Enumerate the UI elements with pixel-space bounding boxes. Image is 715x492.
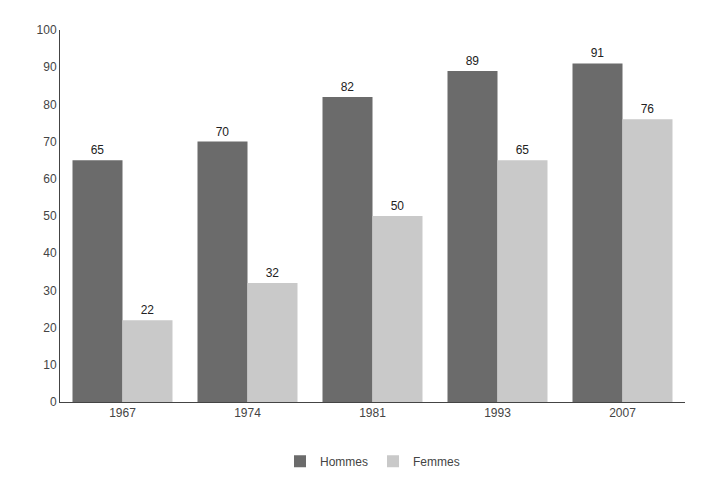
svg-text:1993: 1993 xyxy=(484,406,511,420)
svg-text:32: 32 xyxy=(266,266,280,280)
svg-text:65: 65 xyxy=(91,143,105,157)
svg-text:20: 20 xyxy=(43,321,57,335)
svg-text:1967: 1967 xyxy=(109,406,136,420)
svg-text:22: 22 xyxy=(141,303,155,317)
svg-text:Hommes: Hommes xyxy=(320,455,368,469)
svg-text:82: 82 xyxy=(341,80,355,94)
svg-text:40: 40 xyxy=(43,246,57,260)
svg-text:30: 30 xyxy=(43,284,57,298)
svg-text:50: 50 xyxy=(391,199,405,213)
svg-text:89: 89 xyxy=(466,54,480,68)
svg-text:Femmes: Femmes xyxy=(413,455,460,469)
svg-text:70: 70 xyxy=(43,135,57,149)
svg-text:70: 70 xyxy=(216,125,230,139)
svg-text:10: 10 xyxy=(43,358,57,372)
svg-text:1974: 1974 xyxy=(234,406,261,420)
svg-text:65: 65 xyxy=(516,143,530,157)
svg-text:80: 80 xyxy=(43,98,57,112)
svg-text:50: 50 xyxy=(43,209,57,223)
svg-text:60: 60 xyxy=(43,172,57,186)
svg-text:2007: 2007 xyxy=(609,406,636,420)
svg-text:90: 90 xyxy=(43,60,57,74)
svg-text:100: 100 xyxy=(37,23,57,37)
svg-text:76: 76 xyxy=(641,102,655,116)
svg-text:0: 0 xyxy=(50,395,57,409)
svg-text:1981: 1981 xyxy=(359,406,386,420)
svg-text:91: 91 xyxy=(591,46,605,60)
